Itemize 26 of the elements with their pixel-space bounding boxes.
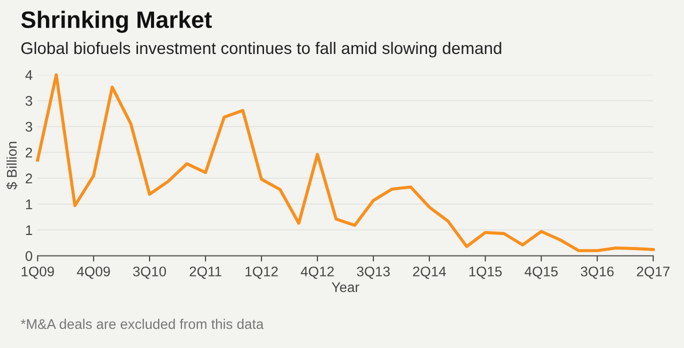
y-tick-label: 0 [26,251,32,261]
x-tick-label: 2Q11 [190,266,222,279]
x-tick-label: 1Q12 [246,266,278,279]
y-tick-label: 2 [26,174,32,184]
x-axis-title: Year [332,282,360,292]
x-tick-label: 3Q13 [356,266,390,279]
x-tick-label: 3Q10 [133,266,166,279]
line-series [36,73,655,252]
x-tick-label: 1Q15 [469,266,502,279]
y-axis-title: $ Billion [6,142,18,190]
x-tick-label: 2Q17 [636,266,670,279]
x-tick-label: 1Q09 [22,266,54,279]
y-tick-label: 2 [26,148,32,158]
x-tick-label: 2Q14 [413,266,446,279]
chart-subtitle: Global biofuels investment continues to fall amid slowing demand [21,42,502,58]
x-tick-label: 4Q09 [76,266,110,279]
y-tick-label: 3 [26,122,32,132]
y-tick-label: 3 [26,96,32,106]
chart-title: Shrinking Market [21,10,212,33]
y-tick-label: 1 [26,200,32,210]
x-tick-label: 3Q16 [580,266,614,279]
y-tick-label: 4 [25,70,32,80]
x-tick-label: 4Q15 [524,266,558,279]
y-tick-label: 1 [26,225,32,235]
x-tick-label: 4Q12 [300,266,334,279]
text: *M&A deals are excluded from this data [20,318,264,329]
